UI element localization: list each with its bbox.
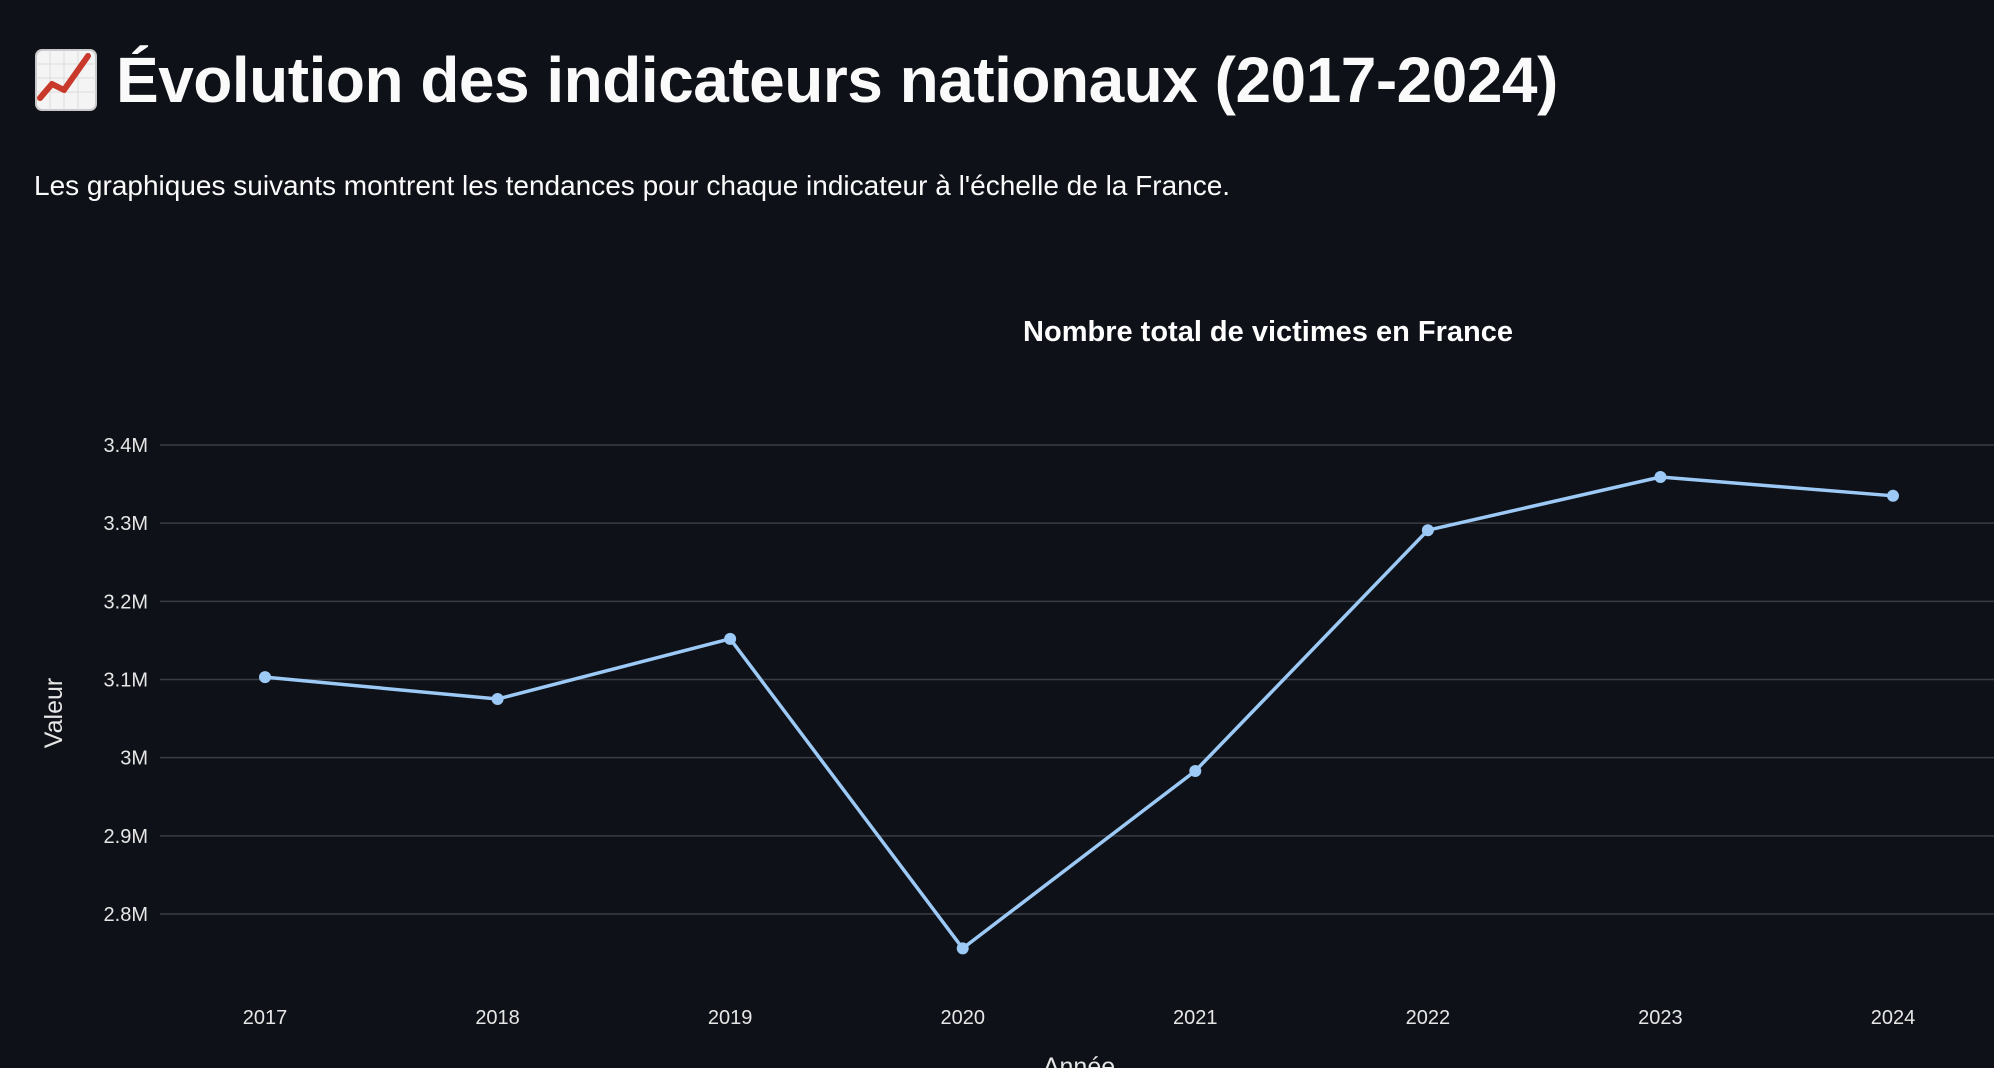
x-tick-label: 2018: [475, 1007, 520, 1029]
chart-increasing-icon: [35, 49, 97, 111]
grid-layer: [160, 444, 1994, 915]
data-point[interactable]: [259, 671, 271, 684]
series-layer: [264, 475, 1894, 951]
line-chart[interactable]: Nombre total de victimes en France 2.8M 2…: [0, 290, 1994, 1068]
y-tick-label: 3.4M: [104, 435, 148, 457]
x-tick-label: 2022: [1406, 1007, 1451, 1029]
chart-svg: Nombre total de victimes en France 2.8M2…: [40, 316, 1994, 1068]
data-point[interactable]: [1654, 471, 1667, 484]
y-tick-label: 3.1M: [104, 670, 148, 692]
y-tick-label: 3M: [120, 748, 148, 770]
chart-title: Nombre total de victimes en France: [1023, 316, 1513, 348]
data-point[interactable]: [1887, 489, 1899, 502]
series-line: [264, 475, 1894, 951]
page-title: Évolution des indicateurs nationaux (201…: [116, 44, 1558, 116]
x-tick-label: 2024: [1871, 1007, 1916, 1029]
x-tick-label: 2023: [1638, 1007, 1683, 1029]
x-tick-label: 2017: [243, 1007, 288, 1029]
y-tick-label: 3.2M: [104, 591, 148, 613]
y-axis-title: Valeur: [40, 678, 68, 748]
x-tick-labels: 2017 2018 2019 2020 2021 2022 2023 2024: [243, 1007, 1916, 1029]
page-subtitle: Les graphiques suivants montrent les ten…: [34, 170, 1231, 201]
x-tick-label: 2019: [708, 1007, 753, 1029]
y-tick-label: 2.8M: [104, 904, 148, 926]
x-tick-label: 2020: [940, 1007, 985, 1029]
y-tick-labels: 2.8M 2.9M 3M 3.1M 3.2M 3.3M 3.4M: [104, 435, 148, 926]
marker-layer: [259, 471, 1899, 955]
x-axis-title: Année: [1043, 1053, 1115, 1068]
data-point[interactable]: [1189, 764, 1202, 777]
title-row: Évolution des indicateurs nationaux (201…: [34, 40, 1558, 120]
data-point[interactable]: [1421, 524, 1434, 537]
y-tick-label: 2.9M: [104, 826, 148, 848]
data-point[interactable]: [724, 632, 737, 645]
x-tick-label: 2021: [1173, 1007, 1218, 1029]
data-point[interactable]: [956, 942, 969, 955]
data-point[interactable]: [491, 693, 504, 706]
y-tick-label: 3.3M: [104, 513, 148, 535]
